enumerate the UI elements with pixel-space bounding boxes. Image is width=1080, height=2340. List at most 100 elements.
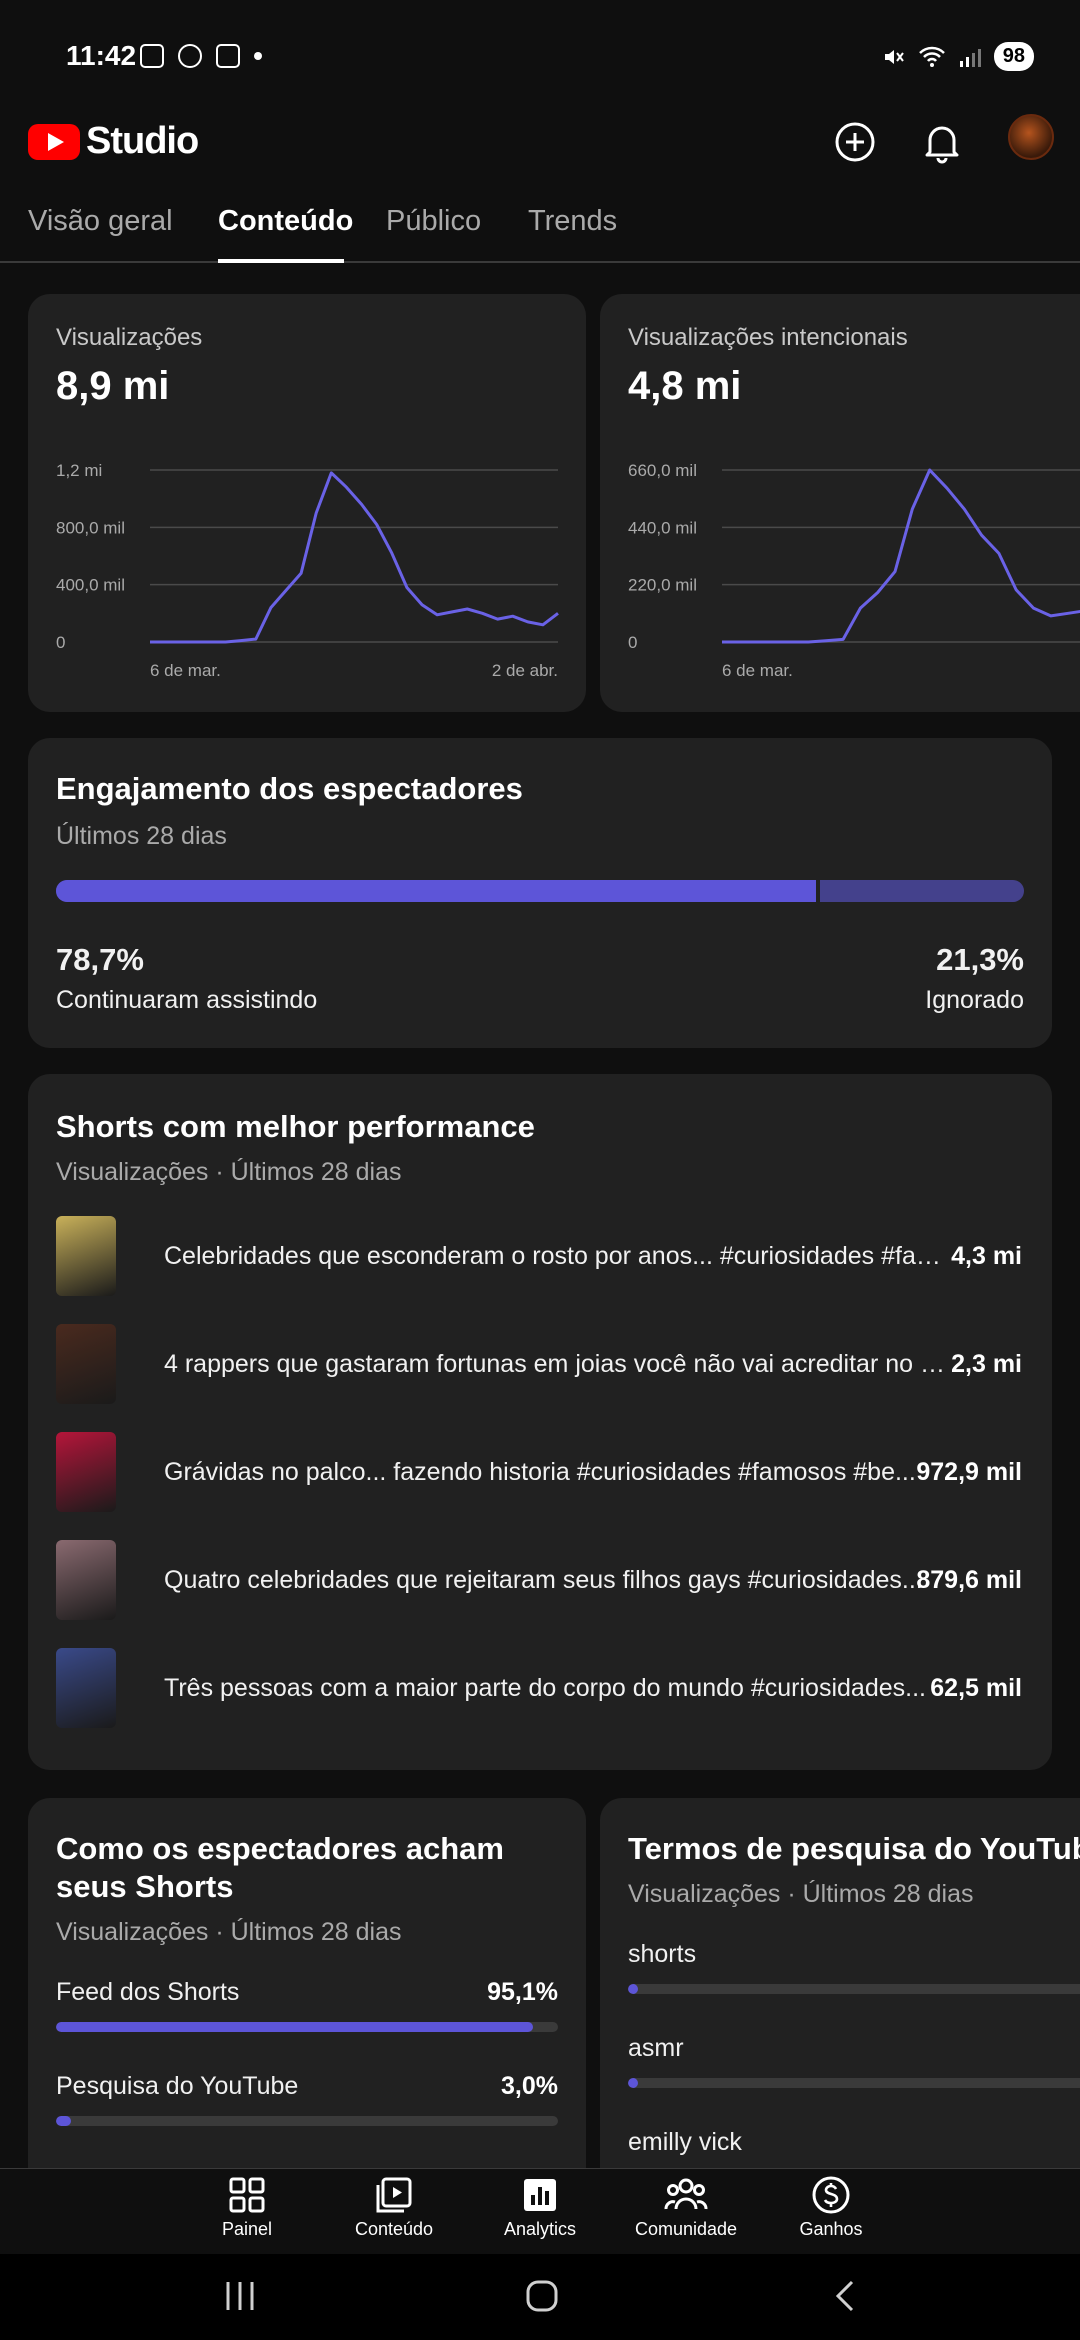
active-tab-indicator bbox=[218, 259, 344, 263]
home-icon[interactable] bbox=[524, 2278, 560, 2314]
bar-divider bbox=[816, 880, 820, 902]
engagement-bar bbox=[56, 880, 1024, 902]
source-bar-fill bbox=[56, 2116, 72, 2126]
recent-apps-icon[interactable] bbox=[222, 2278, 258, 2314]
skipped-value: 21,3% bbox=[936, 942, 1024, 977]
source-value: 3,0% bbox=[501, 2072, 558, 2100]
analytics-tabs: Visão geral Conteúdo Público Trends bbox=[0, 195, 1080, 263]
create-button[interactable] bbox=[825, 112, 885, 172]
short-views: 62,5 mil bbox=[930, 1674, 1022, 1702]
series-line bbox=[150, 471, 559, 644]
engagement-subtitle: Últimos 28 dias bbox=[56, 822, 227, 850]
x-tick-label: 2 de abr. bbox=[492, 661, 558, 680]
back-icon[interactable] bbox=[828, 2278, 864, 2314]
short-thumbnail bbox=[56, 1648, 116, 1728]
x-tick-label: 6 de mar. bbox=[722, 661, 793, 680]
y-tick-label: 1,2 mi bbox=[56, 461, 102, 480]
nav-label: Conteúdo bbox=[354, 2219, 434, 2239]
account-avatar[interactable] bbox=[1008, 114, 1054, 160]
short-views: 972,9 mil bbox=[916, 1458, 1022, 1486]
tab-publico[interactable]: Público bbox=[386, 205, 482, 237]
metric-value: 4,8 mi bbox=[628, 364, 742, 408]
short-title: Grávidas no palco... fazendo historia #c… bbox=[164, 1458, 916, 1486]
studio-logo[interactable]: Studio bbox=[28, 120, 199, 163]
short-views: 2,3 mi bbox=[951, 1350, 1022, 1378]
app-icon bbox=[216, 44, 240, 68]
source-bar bbox=[56, 2022, 558, 2032]
screenshot-icon bbox=[140, 44, 164, 68]
bell-icon bbox=[925, 126, 959, 164]
top-shorts-subtitle: Visualizações · Últimos 28 dias bbox=[56, 1158, 402, 1186]
app-bar: Studio bbox=[0, 112, 1080, 212]
engagement-title: Engajamento dos espectadores bbox=[56, 771, 523, 806]
system-navigation-bar bbox=[0, 2254, 1080, 2340]
youtube-play-icon bbox=[28, 123, 80, 160]
nav-analytics[interactable]: Analytics bbox=[470, 2175, 610, 2240]
status-bar: 11:42 98 bbox=[0, 0, 1080, 112]
tab-visao-geral[interactable]: Visão geral bbox=[28, 205, 173, 237]
battery-indicator: 98 bbox=[993, 42, 1034, 71]
search-term-bar-fill bbox=[628, 2078, 638, 2088]
y-tick-label: 220,0 mil bbox=[628, 576, 697, 595]
nav-ganhos[interactable]: Ganhos bbox=[761, 2175, 901, 2240]
source-bar bbox=[56, 2116, 558, 2126]
more-dot-icon bbox=[254, 52, 262, 60]
traffic-source-card[interactable]: Como os espectadores acham seus Shorts V… bbox=[28, 1798, 586, 2218]
short-title: 4 rappers que gastaram fortunas em joias… bbox=[164, 1350, 954, 1378]
series-line bbox=[722, 468, 1080, 644]
metric-value: 8,9 mi bbox=[56, 364, 170, 408]
x-tick-label: 6 de mar. bbox=[150, 661, 221, 680]
search-term-label: shorts bbox=[628, 1940, 697, 1968]
views-line-chart: 1,2 mi 800,0 mil 400,0 mil 0 6 de mar. 2 de a… bbox=[56, 461, 559, 680]
views-metric-card[interactable]: Visualizações 8,9 mi 1,2 mi 800,0 mil 400,… bbox=[28, 294, 586, 712]
short-title: Quatro celebridades que rejeitaram seus … bbox=[164, 1566, 923, 1594]
dashboard-icon bbox=[229, 2177, 265, 2213]
nav-label: Comunidade bbox=[634, 2219, 738, 2239]
search-term-bar bbox=[628, 1984, 1080, 1994]
status-time: 11:42 bbox=[66, 40, 137, 71]
wifi-icon bbox=[918, 46, 945, 67]
metric-label: Visualizações intencionais bbox=[628, 324, 908, 351]
community-icon bbox=[664, 2178, 708, 2210]
search-terms-title: Termos de pesquisa do YouTube bbox=[628, 1831, 1080, 1866]
notifications-button[interactable] bbox=[912, 112, 972, 172]
content-icon bbox=[376, 2177, 412, 2213]
short-thumbnail bbox=[56, 1324, 116, 1404]
nav-conteudo[interactable]: Conteúdo bbox=[324, 2175, 464, 2240]
search-terms-subtitle: Visualizações · Últimos 28 dias bbox=[628, 1880, 974, 1908]
y-tick-label: 800,0 mil bbox=[56, 518, 125, 537]
intentional-views-metric-card[interactable]: Visualizações intencionais 4,8 mi 660,0 … bbox=[600, 294, 1080, 712]
continued-fill bbox=[56, 880, 818, 902]
source-value: 95,1% bbox=[487, 1978, 558, 2006]
tab-trends[interactable]: Trends bbox=[528, 205, 618, 237]
search-term-label: asmr bbox=[628, 2034, 684, 2062]
tab-conteudo[interactable]: Conteúdo bbox=[218, 205, 354, 237]
traffic-title-line1: Como os espectadores acham bbox=[56, 1831, 504, 1866]
source-label: Pesquisa do YouTube bbox=[56, 2072, 299, 2100]
source-label: Feed dos Shorts bbox=[56, 1978, 240, 2006]
continued-label: Continuaram assistindo bbox=[56, 986, 318, 1014]
y-tick-label: 660,0 mil bbox=[628, 461, 697, 480]
short-title: Três pessoas com a maior parte do corpo … bbox=[164, 1674, 926, 1702]
skipped-label: Ignorado bbox=[925, 986, 1024, 1014]
continued-value: 78,7% bbox=[56, 942, 144, 977]
search-terms-card[interactable]: Termos de pesquisa do YouTube Visualizaç… bbox=[600, 1798, 1080, 2218]
nav-label: Painel bbox=[221, 2219, 273, 2239]
bottom-navigation: Painel Conteúdo Analytics Comunidade Gan… bbox=[0, 2168, 1080, 2254]
y-tick-label: 440,0 mil bbox=[628, 518, 697, 537]
y-tick-label: 0 bbox=[56, 633, 65, 652]
short-thumbnail bbox=[56, 1432, 116, 1512]
short-views: 879,6 mil bbox=[916, 1566, 1022, 1594]
top-shorts-title: Shorts com melhor performance bbox=[56, 1109, 535, 1144]
nav-comunidade[interactable]: Comunidade bbox=[616, 2175, 756, 2240]
source-bar-fill bbox=[56, 2022, 534, 2032]
nav-label: Analytics bbox=[503, 2219, 577, 2239]
analytics-icon bbox=[524, 2179, 556, 2211]
bike-icon bbox=[178, 44, 202, 68]
metric-label: Visualizações bbox=[56, 324, 203, 351]
traffic-subtitle: Visualizações · Últimos 28 dias bbox=[56, 1918, 402, 1946]
nav-painel[interactable]: Painel bbox=[177, 2175, 317, 2240]
engagement-card[interactable]: Engajamento dos espectadores Últimos 28 … bbox=[28, 738, 1052, 1048]
y-tick-label: 400,0 mil bbox=[56, 576, 125, 595]
